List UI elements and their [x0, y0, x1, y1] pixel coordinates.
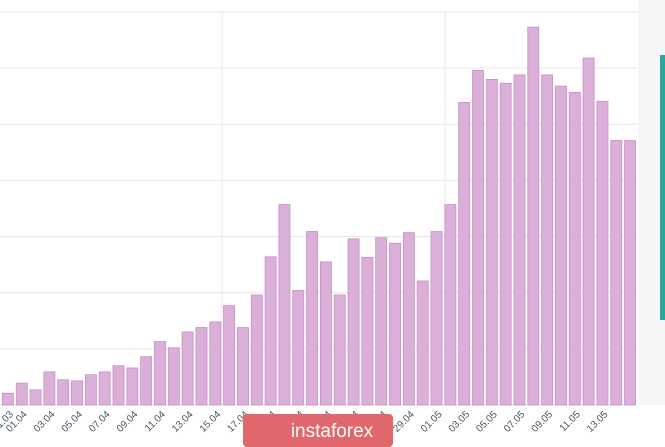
- bar: [140, 356, 153, 406]
- bar: [250, 294, 263, 406]
- bar: [499, 82, 512, 406]
- bar: [485, 78, 498, 406]
- bar: [541, 74, 554, 406]
- bar: [416, 280, 429, 406]
- bar: [402, 232, 415, 406]
- bar: [15, 382, 28, 406]
- bar: [71, 380, 83, 406]
- bar: [167, 347, 180, 406]
- bar: [223, 305, 236, 406]
- bar: [319, 261, 332, 406]
- bar: [555, 85, 567, 406]
- bar: [624, 140, 637, 406]
- bar: [237, 327, 249, 406]
- bar: [195, 327, 208, 406]
- bar: [582, 57, 595, 406]
- bar: [57, 379, 70, 406]
- bar: [444, 204, 457, 406]
- bar: [306, 231, 319, 406]
- bar: [154, 341, 166, 406]
- bar: [389, 242, 401, 406]
- bar: [458, 101, 471, 406]
- bar: [43, 371, 56, 406]
- bar: [264, 256, 277, 406]
- side-accent: [660, 55, 665, 320]
- bar: [84, 374, 97, 406]
- bar: [472, 69, 484, 406]
- bar: [610, 140, 623, 406]
- bar: [29, 389, 42, 406]
- bar: [278, 204, 291, 406]
- bar: [430, 231, 443, 406]
- bar: [513, 74, 526, 406]
- bar: [181, 331, 194, 406]
- bar: [112, 365, 125, 406]
- watermark-box: [243, 414, 393, 447]
- bar: [347, 238, 360, 406]
- bar: [596, 100, 609, 406]
- bar: [1, 392, 14, 406]
- bar: [209, 321, 222, 406]
- bar: [333, 294, 346, 406]
- watermark: instaforex: [291, 421, 374, 442]
- bar: [361, 256, 374, 406]
- bar: [568, 91, 581, 406]
- bar: [527, 26, 540, 406]
- bar: [98, 371, 111, 406]
- bar: [292, 290, 305, 406]
- bar: [375, 237, 388, 406]
- bar: [126, 367, 139, 406]
